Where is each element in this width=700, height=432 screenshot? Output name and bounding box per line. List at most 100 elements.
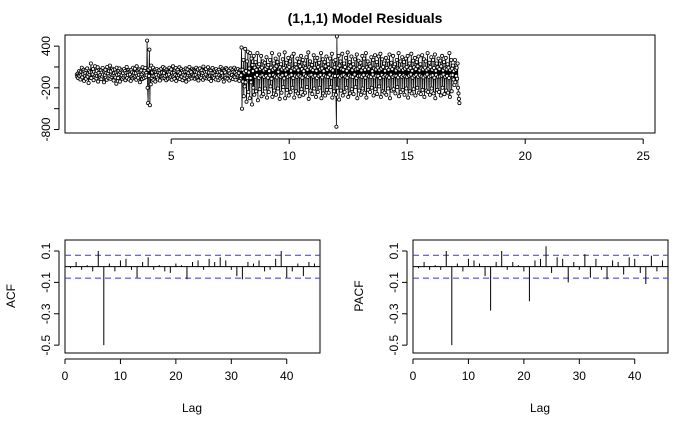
- residual-point: [261, 92, 266, 97]
- residual-point: [279, 90, 284, 95]
- residual-point: [341, 67, 346, 72]
- residual-point: [414, 60, 419, 65]
- residual-point: [450, 73, 455, 78]
- residual-point: [441, 60, 446, 65]
- acf-plot-frame: [64, 239, 321, 354]
- residuals-y-tick-label: 400: [39, 36, 53, 56]
- residual-point: [412, 55, 417, 60]
- residual-point: [349, 54, 354, 59]
- pacf-x-tick-label: 30: [573, 369, 587, 383]
- pacf-y-tick-label: -0.1: [387, 272, 401, 293]
- residual-point: [384, 92, 389, 97]
- acf-y-tick-label: -0.3: [39, 303, 53, 324]
- residual-point: [415, 64, 420, 69]
- residual-point: [295, 91, 300, 96]
- residual-point: [433, 68, 438, 73]
- residual-point: [137, 80, 142, 85]
- residual-point: [284, 87, 289, 92]
- residual-point: [351, 62, 356, 67]
- residual-point: [303, 90, 308, 95]
- residual-point: [390, 67, 395, 72]
- residual-point: [358, 60, 363, 65]
- residual-point: [288, 90, 293, 95]
- residual-point: [340, 51, 345, 56]
- residual-point: [437, 67, 442, 72]
- residual-point: [264, 95, 269, 100]
- residuals-line: [76, 36, 460, 127]
- residual-point: [312, 86, 317, 91]
- residual-point: [342, 90, 347, 95]
- residual-point: [309, 62, 314, 67]
- residual-point: [447, 51, 452, 56]
- pacf-y-tick-label: 0.1: [387, 242, 401, 259]
- residual-point: [240, 67, 245, 72]
- residual-point: [453, 80, 458, 85]
- residual-point: [148, 82, 153, 87]
- residual-point: [266, 90, 271, 95]
- residual-point: [452, 58, 457, 63]
- residual-point: [306, 96, 311, 101]
- residual-point: [281, 85, 286, 90]
- residual-point: [248, 76, 253, 81]
- residual-point: [410, 68, 415, 73]
- residual-point: [396, 94, 401, 99]
- residual-point: [402, 92, 407, 97]
- residual-point: [143, 66, 148, 71]
- residual-point: [396, 51, 401, 56]
- residual-point: [336, 53, 341, 58]
- residual-point: [420, 87, 425, 92]
- residual-point: [111, 78, 116, 83]
- residual-point: [353, 85, 358, 90]
- residual-point: [313, 94, 318, 99]
- pacf-x-tick-label: 40: [628, 369, 642, 383]
- residual-point: [355, 96, 360, 101]
- residual-point: [304, 55, 309, 60]
- residual-point: [257, 87, 262, 92]
- residual-point: [324, 87, 329, 92]
- residual-point: [415, 85, 420, 90]
- residuals-x-tick-label: 25: [637, 149, 651, 163]
- residual-point: [319, 96, 324, 101]
- residual-point: [449, 58, 454, 63]
- residual-point: [312, 65, 317, 70]
- residual-point: [369, 85, 374, 90]
- residual-point: [426, 90, 431, 95]
- residual-point: [333, 92, 338, 97]
- residual-point: [456, 96, 461, 101]
- residual-point: [408, 66, 413, 71]
- pacf-x-axis-label: Lag: [530, 401, 550, 415]
- residual-point: [301, 69, 306, 74]
- residual-point: [400, 55, 405, 60]
- residual-point: [254, 73, 259, 78]
- residual-point: [187, 65, 192, 70]
- residual-point: [357, 88, 362, 93]
- pacf-y-axis: -0.5 -0.3 -0.1 0.1: [387, 242, 408, 355]
- residual-point: [326, 62, 331, 67]
- residual-point: [267, 69, 272, 74]
- residual-point: [445, 62, 450, 67]
- residual-point: [406, 95, 411, 100]
- residual-point: [246, 90, 251, 95]
- residual-point: [344, 85, 349, 90]
- residual-point: [293, 62, 298, 67]
- residual-point: [255, 51, 260, 56]
- residual-point: [392, 62, 397, 67]
- residual-point: [273, 92, 278, 97]
- residual-point: [434, 61, 439, 66]
- residual-point: [380, 57, 385, 62]
- residual-point: [268, 84, 273, 89]
- pacf-bars: [413, 246, 668, 346]
- residual-point: [280, 73, 285, 78]
- residuals-x-tick-label: 20: [519, 149, 533, 163]
- acf-bars: [65, 250, 320, 346]
- residual-point: [272, 88, 277, 93]
- residual-point: [340, 93, 345, 98]
- residual-point: [413, 67, 418, 72]
- pacf-plot: -0.5 -0.3 -0.1 0.1 0 10 20 30 40 Lag PACF: [352, 239, 669, 415]
- residual-point: [116, 76, 121, 81]
- residual-point: [332, 65, 337, 70]
- residual-point: [404, 65, 409, 70]
- residual-point: [375, 92, 380, 97]
- residual-point: [145, 38, 150, 43]
